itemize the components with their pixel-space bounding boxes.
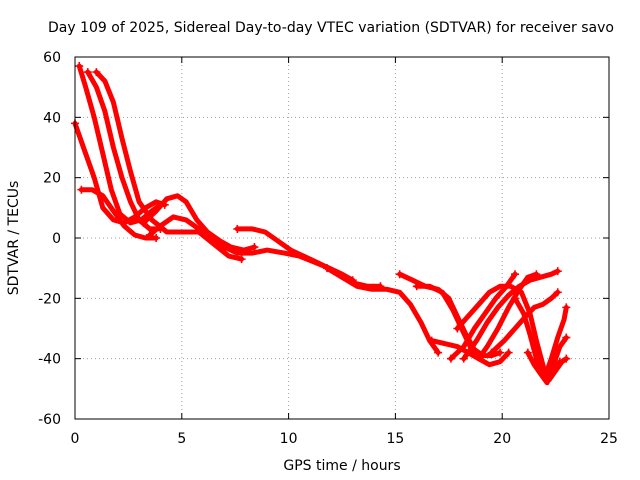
series-line [324, 265, 441, 356]
series-track-8 [233, 224, 385, 291]
data-point-marker [562, 303, 571, 312]
series-line [76, 63, 163, 226]
series-line [542, 304, 569, 380]
series-track-2 [75, 62, 165, 226]
series-track-4 [77, 185, 161, 242]
y-tick-label: 60 [43, 50, 61, 66]
data-point-marker [434, 348, 443, 357]
data-point-marker [487, 348, 496, 357]
grid-lines [75, 57, 609, 419]
data-series [71, 62, 571, 386]
series-line [461, 268, 561, 362]
x-tick-label: 5 [177, 431, 186, 447]
y-tick-label: 20 [43, 171, 61, 187]
series-track-11 [412, 282, 513, 368]
data-point-marker [145, 230, 154, 239]
data-point-marker [237, 255, 246, 264]
series-line [525, 335, 569, 386]
data-point-marker [233, 224, 242, 233]
x-tick-label: 10 [280, 431, 298, 447]
data-point-marker [540, 372, 549, 381]
series-line [78, 187, 159, 241]
data-point-marker [250, 243, 259, 252]
data-point-marker [562, 354, 571, 363]
x-tick-label: 25 [600, 431, 618, 447]
series-line [234, 226, 383, 289]
x-tick-label: 20 [493, 431, 511, 447]
data-point-marker [523, 348, 532, 357]
x-tick-label: 15 [386, 431, 404, 447]
y-tick-label: -60 [38, 412, 61, 428]
data-point-marker [92, 68, 101, 77]
series-track-19 [540, 303, 571, 381]
chart-title: Day 109 of 2025, Sidereal Day-to-day VTE… [48, 20, 614, 36]
data-point-marker [459, 354, 468, 363]
series-line [85, 69, 163, 232]
y-tick-label: 0 [52, 231, 61, 247]
data-point-marker [453, 324, 462, 333]
data-point-marker [427, 336, 436, 345]
series-line [140, 193, 257, 253]
series-line [489, 289, 561, 356]
series-track-16 [487, 288, 562, 357]
plot-frame [74, 56, 610, 420]
data-point-marker [511, 294, 520, 303]
data-point-marker [75, 62, 84, 71]
series-track-6 [139, 193, 259, 253]
data-point-marker [553, 267, 562, 276]
axis-ticks: 0 5 10 15 20 25 -60 -40 -20 0 20 40 60 [38, 50, 618, 447]
y-tick-label: 40 [43, 110, 61, 126]
x-axis-label: GPS time / hours [283, 458, 400, 474]
series-track-18 [523, 333, 571, 386]
data-point-marker [446, 354, 455, 363]
data-point-marker [152, 234, 161, 242]
y-tick-label: -40 [38, 352, 61, 368]
data-point-marker [553, 288, 562, 297]
data-point-marker [562, 333, 571, 342]
y-tick-label: -20 [38, 291, 61, 307]
series-line [93, 69, 245, 262]
data-point-marker [323, 264, 332, 273]
data-point-marker [412, 282, 421, 291]
x-tick-label: 0 [71, 431, 80, 447]
data-point-marker [511, 270, 520, 279]
series-track-5 [92, 68, 246, 264]
series-line [414, 283, 512, 368]
data-point-marker [83, 68, 92, 77]
data-point-marker [77, 185, 86, 194]
y-axis-label: SDTVAR / TECUs [6, 181, 22, 296]
data-point-marker [395, 270, 404, 279]
data-point-marker [139, 218, 148, 227]
data-point-marker [496, 348, 505, 357]
data-point-marker [504, 348, 513, 357]
series-track-15 [459, 267, 562, 363]
series-track-9 [323, 264, 443, 357]
